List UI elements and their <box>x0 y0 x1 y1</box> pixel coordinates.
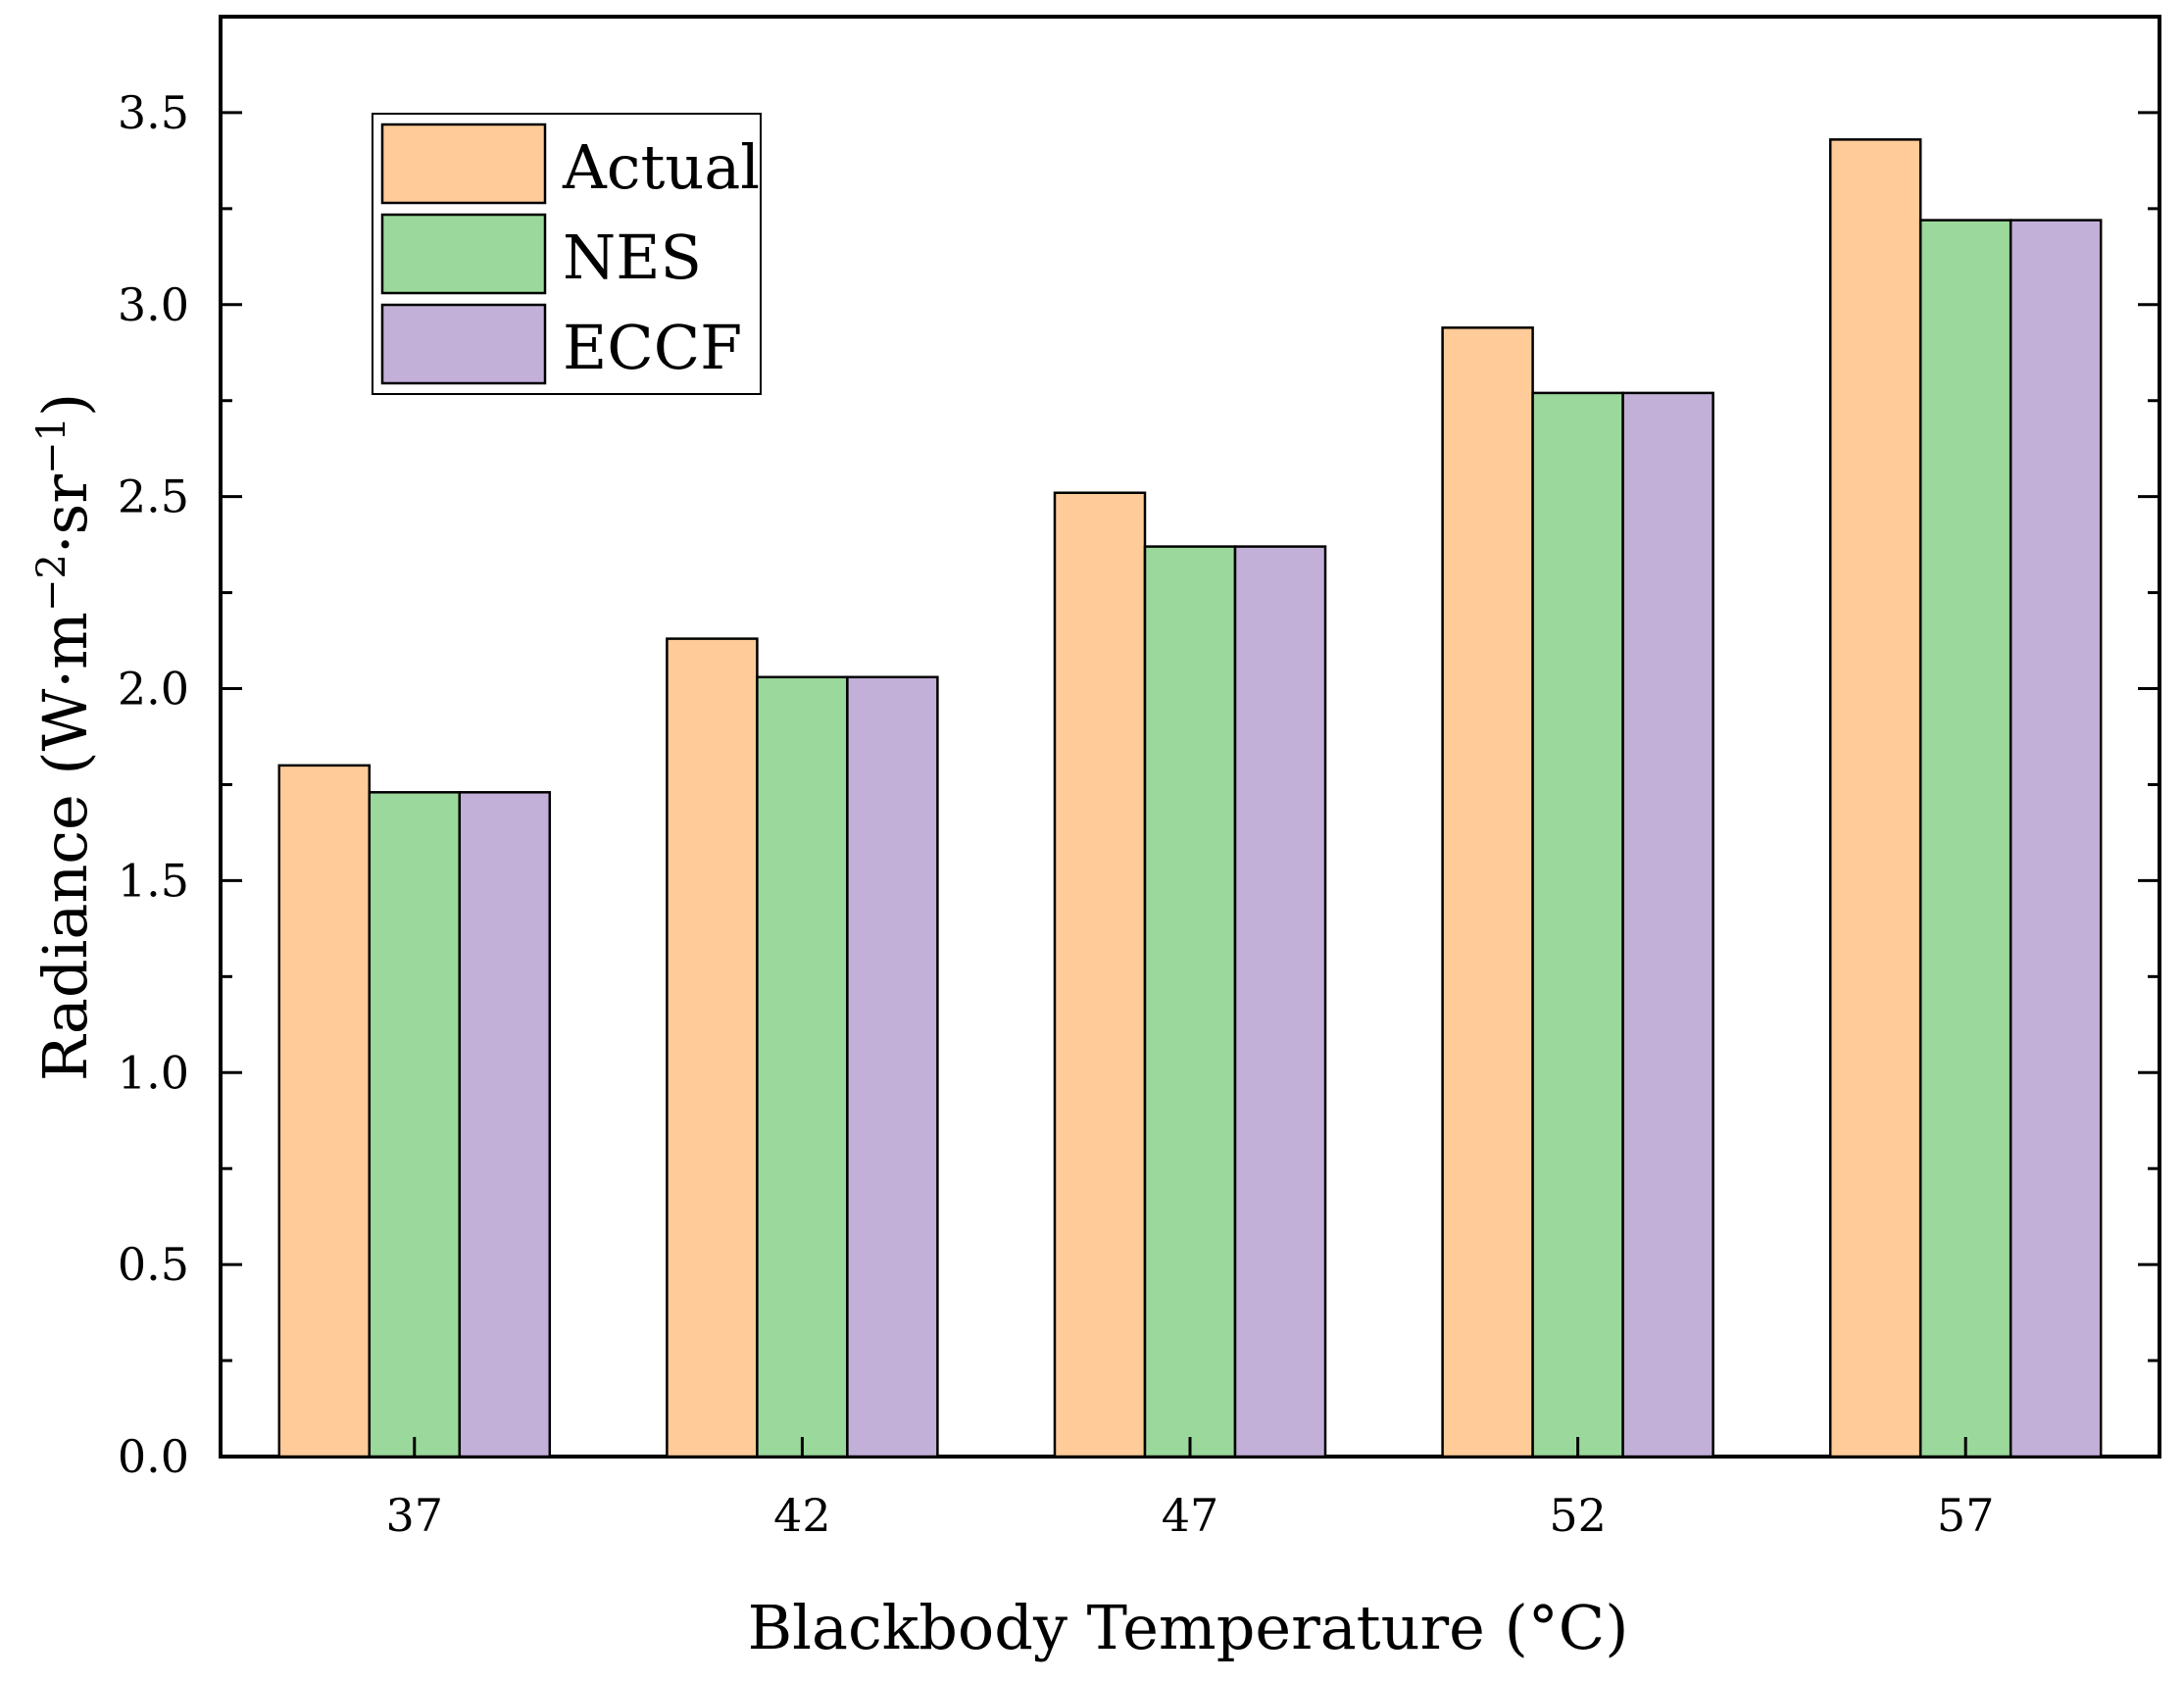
x-axis-title: Blackbody Temperature (°C) <box>748 1592 1629 1663</box>
bar-nes-52 <box>1531 391 1624 1459</box>
bar-nes-37 <box>368 791 462 1459</box>
y-tick-label: 3.5 <box>118 86 189 139</box>
y-tick-label: 0.0 <box>118 1430 189 1483</box>
legend-swatch-eccf <box>380 303 547 385</box>
y-tick-label: 0.5 <box>118 1238 189 1291</box>
x-tick-label: 47 <box>1162 1489 1219 1542</box>
legend-label-actual: Actual <box>562 131 760 203</box>
y-axis-ticks: 0.0 0.5 1.0 1.5 2.0 2.5 3.0 3.5 <box>118 15 2159 1483</box>
bar-eccf-37 <box>458 791 552 1459</box>
bar-actual-42 <box>666 637 759 1459</box>
bar-eccf-57 <box>2009 219 2103 1459</box>
bar-nes-42 <box>756 675 849 1459</box>
x-tick-label: 57 <box>1937 1489 1995 1542</box>
bar-actual-57 <box>1828 138 1922 1459</box>
y-tick-label: 2.0 <box>118 663 189 716</box>
y-tick-label: 3.0 <box>118 278 189 331</box>
legend-swatch-nes <box>380 213 547 295</box>
x-axis-ticks: 37 42 47 52 57 <box>386 1437 1995 1542</box>
bar-actual-37 <box>277 764 372 1459</box>
y-tick-label: 1.5 <box>118 854 189 907</box>
bar-eccf-47 <box>1233 545 1327 1459</box>
legend: Actual NES ECCF <box>372 113 762 395</box>
y-axis-title: Radiance (W·m−2·sr−1) <box>29 393 101 1081</box>
y-tick-label: 2.5 <box>118 470 189 523</box>
legend-label-eccf: ECCF <box>563 312 742 383</box>
legend-swatch-actual <box>380 123 547 205</box>
bar-nes-57 <box>1918 219 2012 1459</box>
bar-eccf-52 <box>1621 391 1714 1459</box>
y-tick-label: 1.0 <box>118 1046 189 1099</box>
x-tick-label: 52 <box>1549 1489 1607 1542</box>
x-tick-label: 37 <box>386 1489 444 1542</box>
x-tick-label: 42 <box>773 1489 831 1542</box>
legend-label-nes: NES <box>563 222 702 293</box>
bar-nes-47 <box>1143 545 1237 1459</box>
bar-actual-52 <box>1441 326 1534 1459</box>
bars-group <box>277 138 2103 1459</box>
bar-eccf-42 <box>846 675 939 1459</box>
bar-actual-47 <box>1053 491 1147 1459</box>
